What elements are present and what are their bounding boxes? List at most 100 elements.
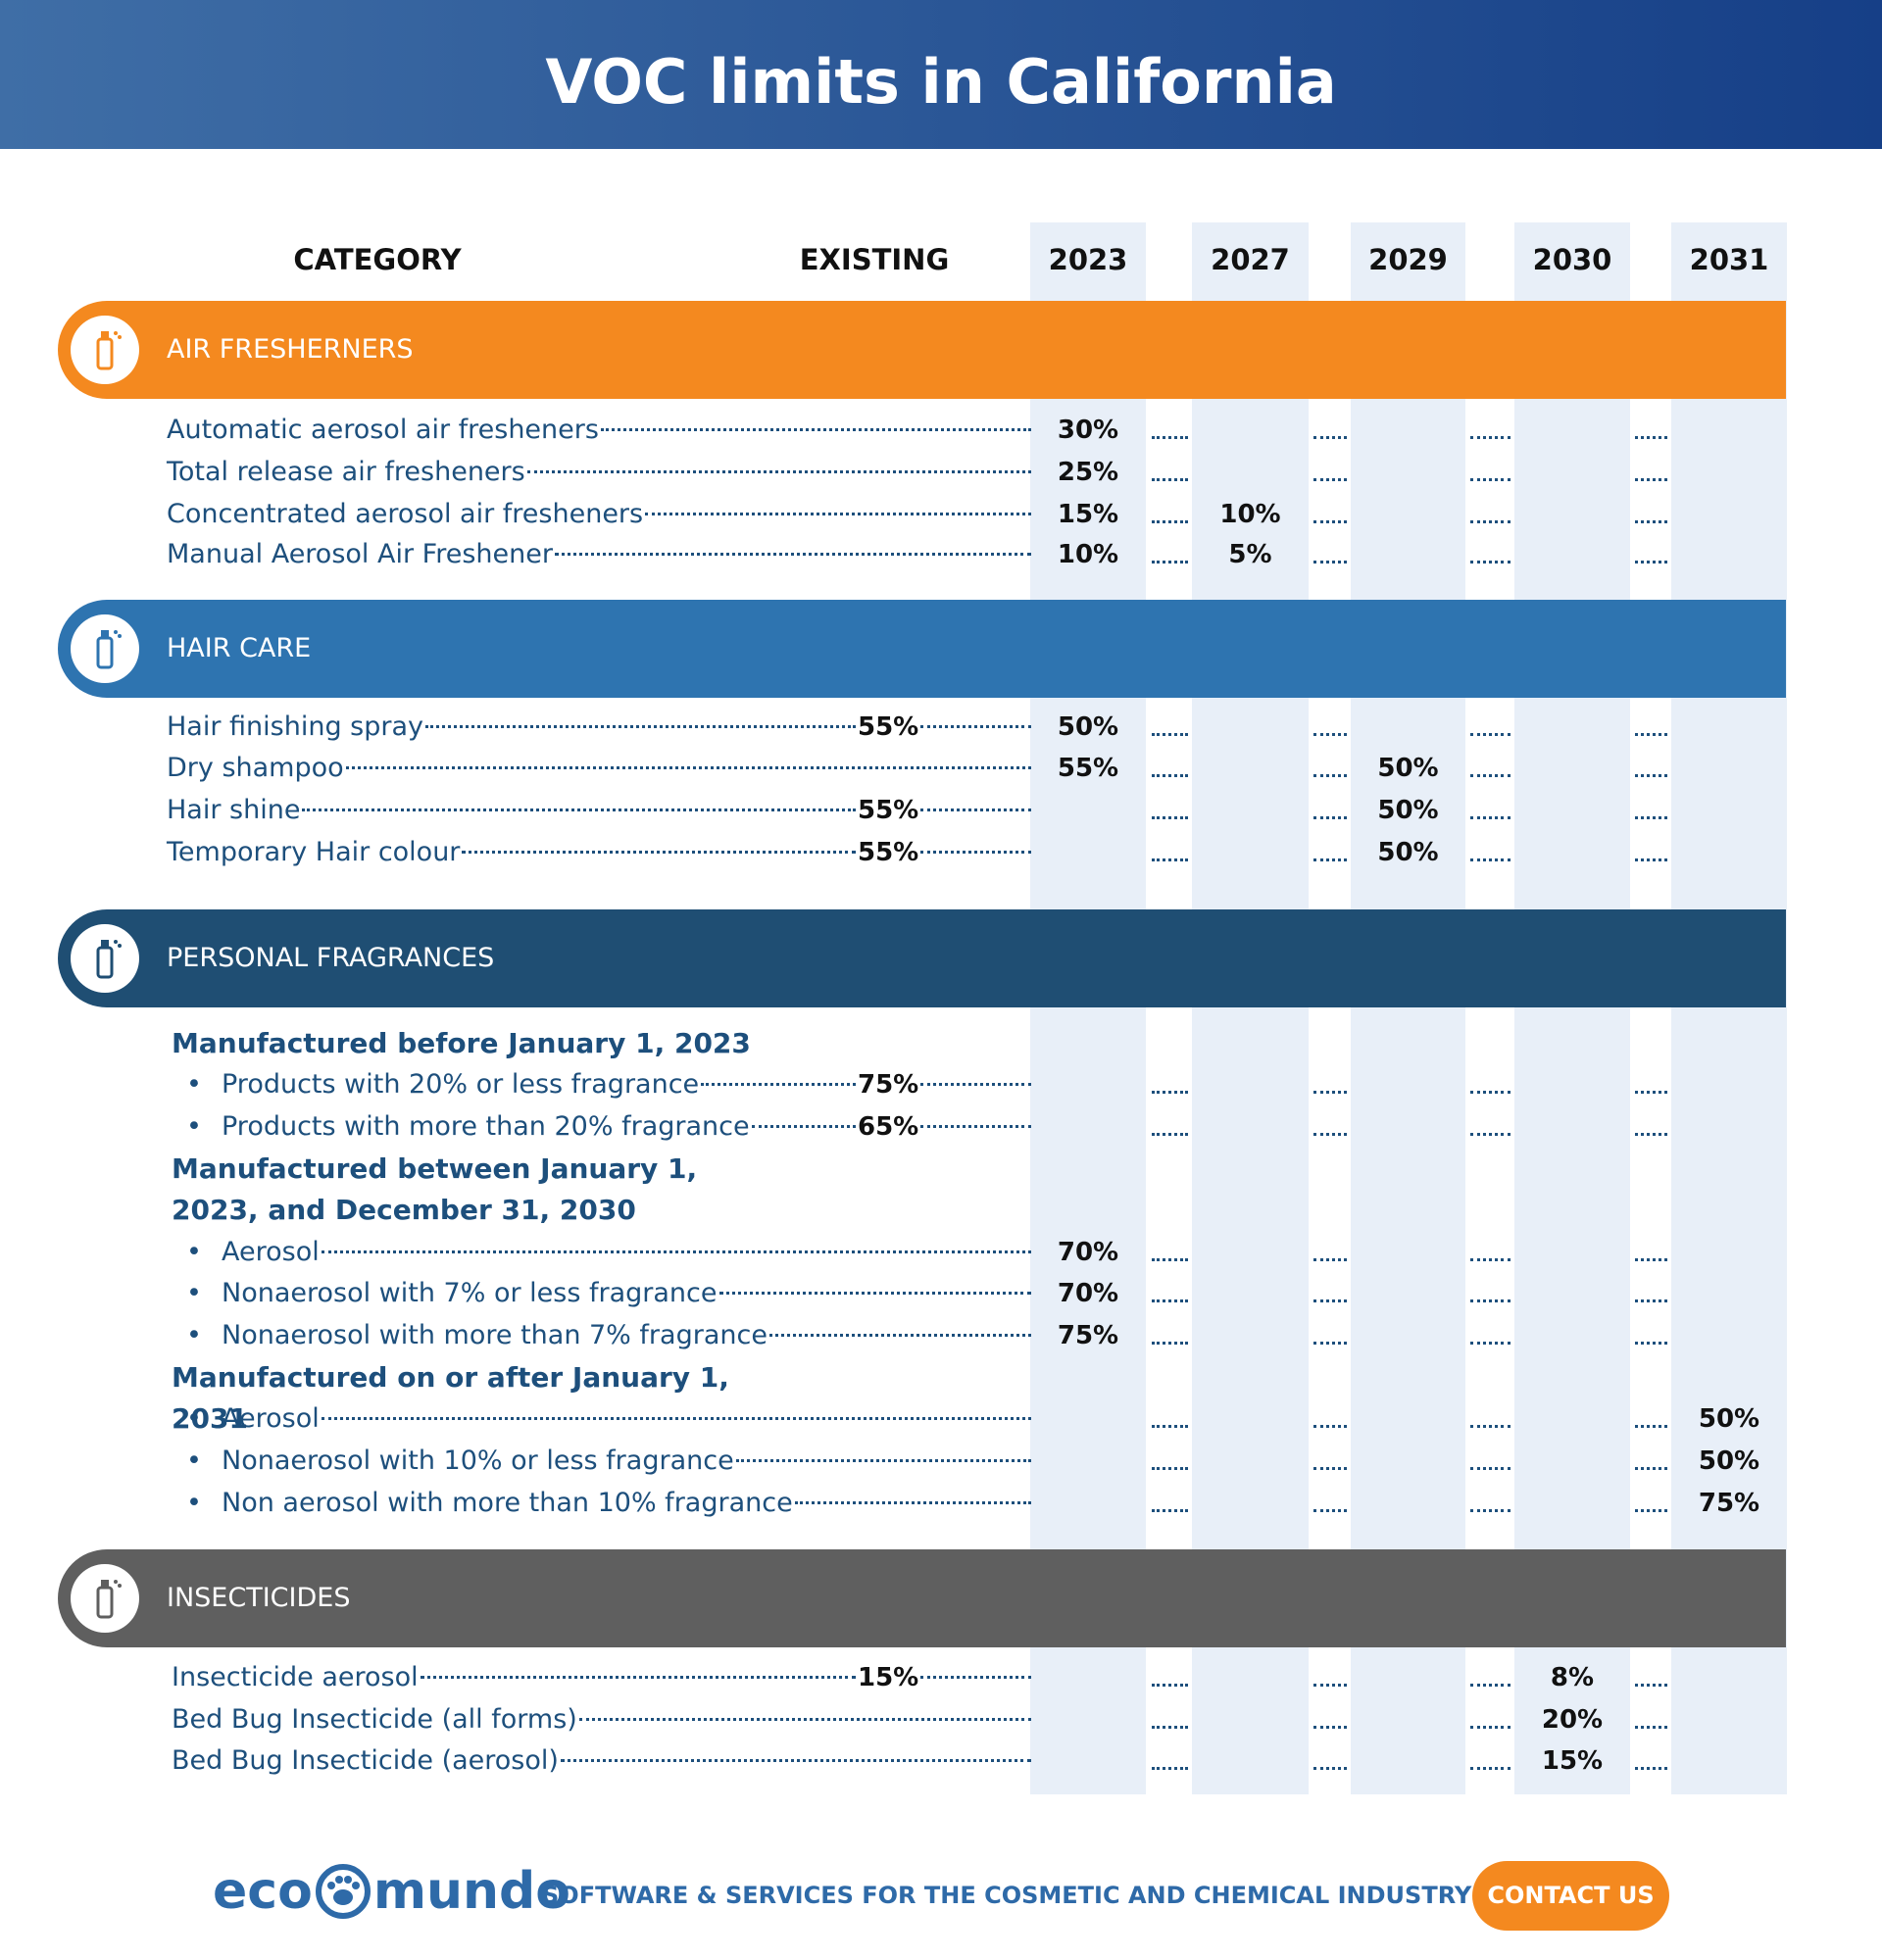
label: Concentrated aerosol air fresheners: [167, 498, 644, 529]
leader: [1470, 557, 1511, 564]
leader: [425, 724, 856, 728]
leader: [1470, 1763, 1511, 1771]
label: Aerosol: [222, 1403, 320, 1435]
column-header: EXISTING: [799, 243, 950, 276]
label: Insecticide aerosol: [172, 1661, 419, 1692]
label: Hair finishing spray: [167, 710, 423, 742]
column-header: CATEGORY: [293, 243, 462, 276]
row-label: • Aerosol: [167, 1233, 1033, 1272]
section-title: HAIR CARE: [167, 632, 312, 663]
leader: [920, 808, 1031, 811]
row-label: Concentrated aerosol air fresheners: [167, 495, 1033, 534]
leader: [1152, 1505, 1188, 1512]
value: 10%: [1219, 499, 1281, 529]
leader: [1635, 729, 1667, 736]
leader: [751, 1124, 856, 1128]
leader: [1152, 770, 1188, 778]
leader: [1635, 855, 1667, 861]
section-icon: [71, 613, 139, 683]
bullet: •: [186, 1278, 202, 1309]
label: Products with 20% or less fragrance: [222, 1069, 700, 1101]
leader: [920, 724, 1031, 728]
row-label: • Nonaerosol with 10% or less fragrance: [167, 1442, 1033, 1481]
leader: [1313, 1722, 1347, 1729]
row-label: Manual Aerosol Air Freshener: [167, 535, 1033, 574]
icon-graphic: [96, 330, 122, 370]
header-band: [0, 0, 1882, 149]
value: 15%: [858, 1662, 919, 1692]
section-icon: [71, 315, 139, 384]
contact-button[interactable]: CONTACT US: [1472, 1861, 1669, 1931]
leader-row: 65%: [858, 1107, 1033, 1147]
leader: [1635, 1505, 1667, 1512]
leader: [920, 1124, 1031, 1128]
leader: [1635, 1463, 1667, 1470]
leader: [1152, 474, 1188, 481]
label: Products with more than 20% fragrance: [222, 1110, 750, 1142]
icon-graphic: [96, 940, 122, 979]
value: 75%: [1698, 1488, 1760, 1518]
leader: [1313, 1463, 1347, 1470]
value: 30%: [1057, 416, 1119, 446]
leader: [1470, 1722, 1511, 1729]
leader: [462, 850, 856, 854]
bullet: •: [186, 1320, 202, 1351]
leader: [321, 1417, 1031, 1421]
value: 55%: [858, 711, 919, 742]
leader: [1152, 1254, 1188, 1261]
leader: [1152, 1338, 1188, 1346]
logo: eco mundo: [213, 1842, 570, 1940]
subheading: Manufactured on or after January 1, 2031: [172, 1360, 729, 1435]
leader: [645, 512, 1031, 515]
leader: [1313, 1087, 1347, 1095]
column-stripe: [1030, 222, 1146, 1794]
leader: [1313, 432, 1347, 440]
value: 10%: [1057, 539, 1119, 569]
value: 75%: [1057, 1321, 1119, 1351]
leader: [1313, 557, 1347, 564]
leader: [1313, 1296, 1347, 1303]
leader: [1635, 1087, 1667, 1095]
leader: [1152, 1722, 1188, 1729]
bullet: •: [186, 1236, 202, 1267]
logo-paw: [315, 1864, 371, 1919]
leader: [1635, 474, 1667, 481]
column-stripe: [1514, 222, 1630, 1794]
leader: [735, 1458, 1031, 1462]
label: Nonaerosol with more than 7% fragrance: [222, 1320, 768, 1351]
value: 20%: [1541, 1704, 1604, 1735]
label: Bed Bug Insecticide (aerosol): [172, 1745, 559, 1777]
leader-row: 55%: [858, 708, 1033, 747]
logo-text: mundo: [372, 1862, 570, 1921]
row-label: • Non aerosol with more than 10% fragranc…: [167, 1484, 1033, 1523]
section-band: [58, 300, 1786, 399]
leader: [768, 1334, 1031, 1338]
leader: [1470, 1463, 1511, 1470]
leader: [1470, 1087, 1511, 1095]
subheading: Manufactured before January 1, 2023: [172, 1026, 751, 1059]
leader: [1152, 1129, 1188, 1136]
leader: [1635, 1129, 1667, 1136]
leader: [1313, 812, 1347, 819]
bullet: •: [186, 1110, 202, 1142]
row-label: • Products with more than 20% fragrance: [167, 1107, 858, 1147]
leader: [420, 1675, 856, 1679]
leader-row: 55%: [858, 833, 1033, 872]
leader: [1635, 432, 1667, 440]
subheading: Manufactured between January 1, 2023, an…: [172, 1152, 698, 1226]
leader: [920, 1675, 1031, 1679]
value: 55%: [858, 795, 919, 825]
leader: [1635, 1680, 1667, 1687]
leader: [794, 1500, 1031, 1504]
leader: [1470, 1680, 1511, 1687]
leader: [1313, 474, 1347, 481]
value: 55%: [1057, 754, 1119, 784]
leader: [1313, 1505, 1347, 1512]
leader: [1470, 1296, 1511, 1303]
value: 50%: [1377, 754, 1439, 784]
title: VOC limits in California: [545, 46, 1337, 118]
leader: [1635, 770, 1667, 778]
leader-row: 55%: [858, 791, 1033, 830]
leader: [1313, 729, 1347, 736]
value: 50%: [1377, 837, 1439, 867]
